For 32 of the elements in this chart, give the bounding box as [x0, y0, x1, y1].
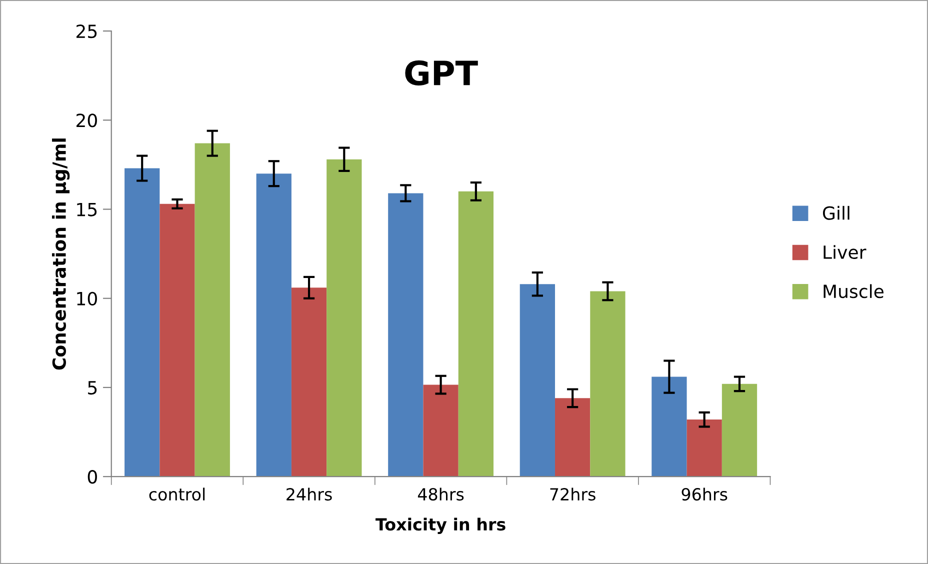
- bar: [388, 193, 424, 477]
- bar: [256, 174, 292, 477]
- bar: [722, 384, 758, 477]
- legend-label: Muscle: [824, 284, 884, 298]
- bar: [686, 420, 722, 477]
- bar: [555, 398, 590, 477]
- bar: [423, 384, 458, 477]
- bar: [326, 159, 362, 477]
- bar: [652, 376, 687, 477]
- x-tick-label: 72hrs: [550, 488, 596, 501]
- y-tick-label: 5: [88, 381, 97, 395]
- y-tick-label: 15: [77, 202, 97, 216]
- x-axis-title: Toxicity in hrs: [376, 518, 506, 534]
- x-tick-label: 48hrs: [418, 488, 464, 501]
- text: GPT: [405, 60, 478, 86]
- x-tick-label: control: [149, 488, 205, 501]
- bar: [194, 143, 230, 477]
- bar: [124, 168, 160, 477]
- y-tick-label: 10: [77, 292, 97, 306]
- y-tick-label: 0: [88, 470, 97, 484]
- bar: [590, 291, 626, 477]
- x-tick-label: 24hrs: [286, 488, 332, 501]
- legend-label: Gill: [822, 206, 850, 220]
- bar: [160, 204, 195, 477]
- legend-label: Liver: [824, 245, 866, 260]
- y-tick-label: 25: [76, 24, 97, 38]
- x-tick-label: 96hrs: [682, 488, 728, 501]
- bar: [291, 288, 327, 477]
- y-tick-label: 20: [76, 114, 97, 128]
- y-axis-title: Concentration in µg/ml: [52, 138, 70, 370]
- bar: [458, 191, 494, 477]
- bar: [520, 284, 556, 477]
